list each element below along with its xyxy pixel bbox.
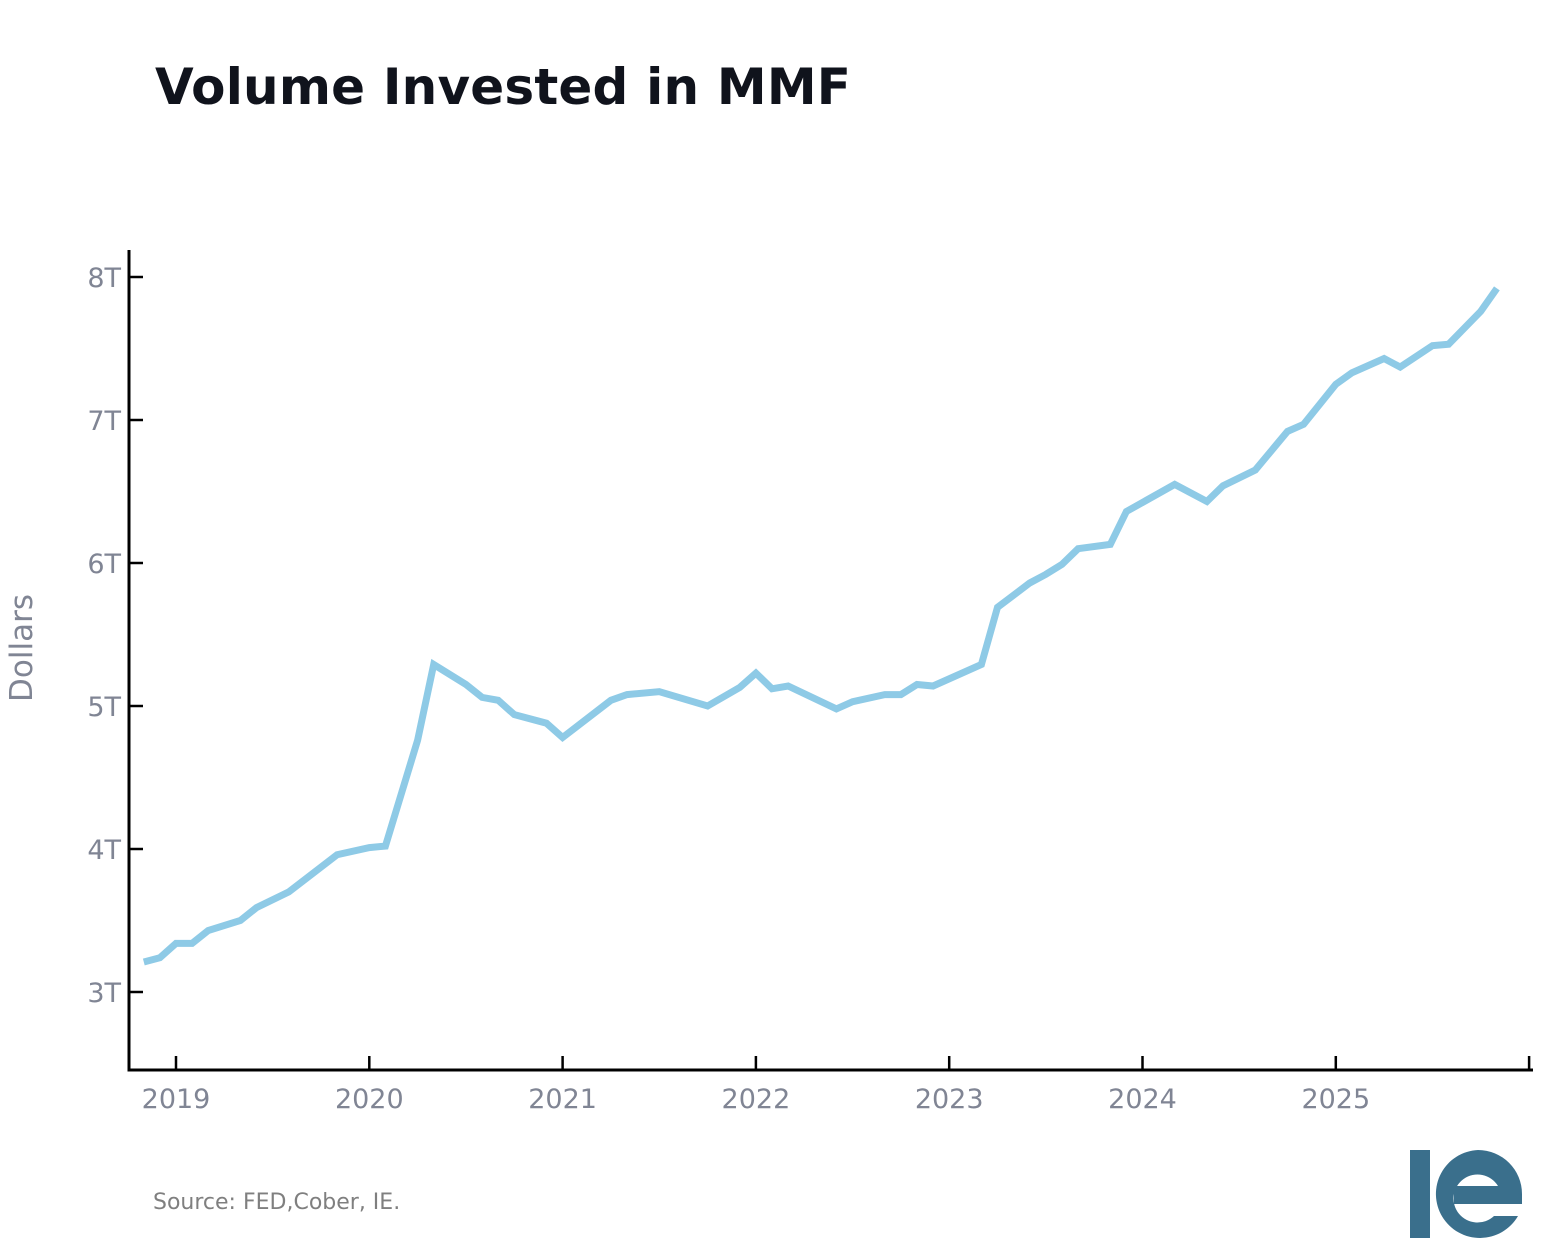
x-tick-label: 2020 [335,1084,404,1115]
x-tick-label: 2022 [722,1084,791,1115]
logo-letter-i [1410,1150,1430,1238]
chart-title: Volume Invested in MMF [155,58,852,116]
y-tick-label: 6T [87,549,121,580]
y-tick-label: 4T [87,835,121,866]
y-tick-label: 8T [87,263,121,294]
x-tick-label: 2021 [528,1084,597,1115]
x-tick-label: 2025 [1301,1084,1370,1115]
series-group [142,286,1500,966]
x-tick-label: 2023 [915,1084,984,1115]
x-axis-ticks: 2019 2020 2021 2022 2023 2024 2025 [142,1056,1531,1115]
x-tick-label: 2019 [142,1084,211,1115]
x-tick-label: 2024 [1108,1084,1177,1115]
logo-letter-e [1435,1150,1522,1238]
source-note: Source: FED,Cober, IE. [153,1190,401,1215]
series-line [142,286,1500,966]
y-tick-label: 7T [87,406,121,437]
y-tick-label: 3T [87,978,121,1009]
ie-logo-icon [1410,1150,1522,1238]
y-tick-label: 5T [87,692,121,723]
y-axis-ticks: 3T 4T 5T 6T 7T 8T [87,263,143,1009]
